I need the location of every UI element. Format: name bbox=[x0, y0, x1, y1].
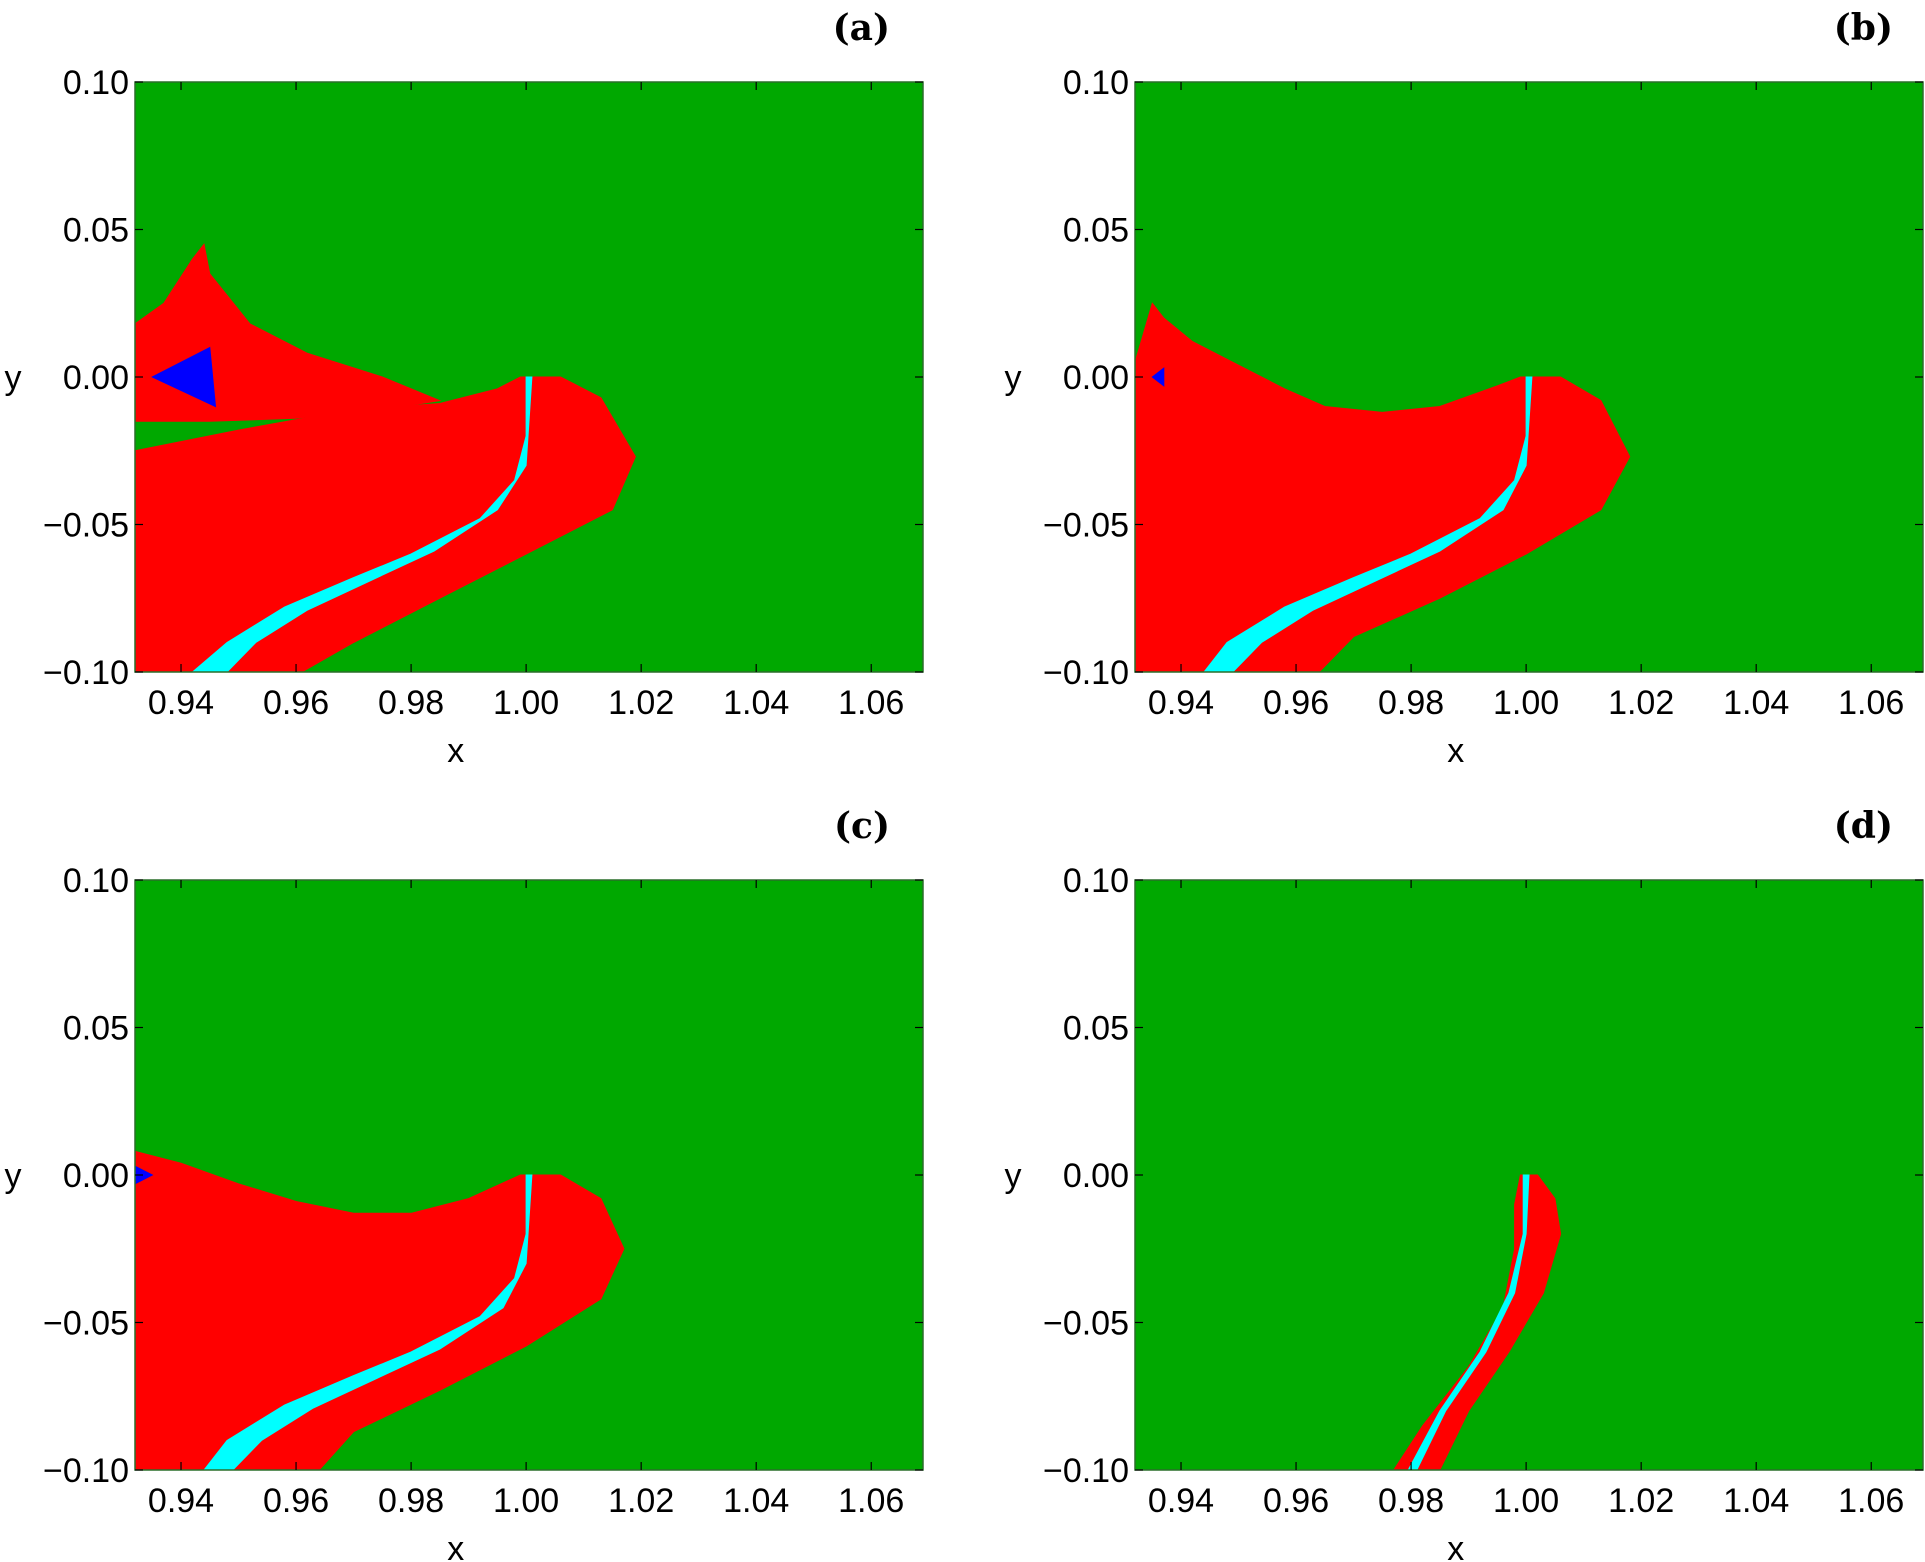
y-tick-label: 0.05 bbox=[1063, 1010, 1129, 1048]
x-tick-label: 1.06 bbox=[1838, 1482, 1904, 1520]
x-tick-label: 1.04 bbox=[1723, 1482, 1789, 1520]
y-tick-label: 0.00 bbox=[1063, 1157, 1129, 1195]
x-axis-label: x bbox=[447, 1530, 464, 1562]
chart-panel-3: 0.94 0.96 0.98 1.00 1.02 1.04 1.06 0.10 0.05 0.00… bbox=[1005, 805, 1924, 1562]
x-tick-label: 0.96 bbox=[263, 1482, 329, 1520]
y-tick-label: 0.10 bbox=[63, 64, 129, 102]
region-cyan-1 bbox=[203, 1174, 533, 1470]
regions bbox=[135, 243, 636, 672]
y-tick-label: 0.05 bbox=[63, 212, 129, 250]
y-tick-label: −0.05 bbox=[1043, 507, 1129, 545]
x-tick-label: 0.98 bbox=[378, 1482, 444, 1520]
y-tick-label: −0.05 bbox=[43, 507, 129, 545]
region-blue-3 bbox=[151, 346, 217, 408]
y-tick-label: −0.10 bbox=[1043, 654, 1129, 692]
x-axis-label: x bbox=[1447, 1530, 1464, 1562]
x-tick-label: 0.96 bbox=[1263, 684, 1329, 722]
regions bbox=[1393, 1174, 1562, 1470]
x-tick-label: 1.06 bbox=[1838, 684, 1904, 722]
y-tick-label: 0.00 bbox=[1063, 359, 1129, 397]
y-tick-label: 0.05 bbox=[63, 1010, 129, 1048]
region-red-0 bbox=[1135, 302, 1631, 672]
y-tick-label: −0.10 bbox=[43, 1452, 129, 1490]
y-tick-label: 0.10 bbox=[1063, 862, 1129, 900]
y-axis-label: y bbox=[5, 359, 22, 397]
y-axis-label: y bbox=[5, 1157, 22, 1195]
panel-label: (a) bbox=[833, 7, 890, 49]
region-red-0 bbox=[1393, 1174, 1562, 1470]
region-red-0 bbox=[135, 1150, 625, 1470]
y-axis-label: y bbox=[1005, 359, 1022, 397]
x-tick-label: 1.06 bbox=[838, 1482, 904, 1520]
x-tick-label: 1.04 bbox=[1723, 684, 1789, 722]
x-tick-label: 0.96 bbox=[1263, 1482, 1329, 1520]
region-cyan-2 bbox=[191, 376, 533, 672]
x-tick-label: 0.94 bbox=[1148, 1482, 1214, 1520]
x-tick-label: 1.04 bbox=[723, 1482, 789, 1520]
y-tick-label: 0.10 bbox=[1063, 64, 1129, 102]
y-tick-label: −0.05 bbox=[43, 1305, 129, 1343]
y-axis-label: y bbox=[1005, 1157, 1022, 1195]
x-tick-label: 1.02 bbox=[608, 684, 674, 722]
x-axis-label: x bbox=[1447, 732, 1464, 770]
y-tick-label: 0.10 bbox=[63, 862, 129, 900]
x-tick-label: 0.98 bbox=[1378, 1482, 1444, 1520]
x-tick-label: 0.94 bbox=[1148, 684, 1214, 722]
x-tick-label: 0.98 bbox=[1378, 684, 1444, 722]
y-tick-label: −0.10 bbox=[43, 654, 129, 692]
panel-label: (b) bbox=[1834, 7, 1893, 49]
panel-label: (d) bbox=[1834, 805, 1893, 847]
chart-panel-2: 0.94 0.96 0.98 1.00 1.02 1.04 1.06 0.10 0.05 0.00… bbox=[5, 805, 924, 1562]
x-tick-label: 1.06 bbox=[838, 684, 904, 722]
chart-panel-1: 0.94 0.96 0.98 1.00 1.02 1.04 1.06 0.10 0.05 0.00… bbox=[1005, 7, 1924, 770]
x-tick-label: 1.00 bbox=[1493, 1482, 1559, 1520]
regions bbox=[135, 1150, 625, 1470]
region-blue-2 bbox=[1151, 367, 1165, 387]
x-tick-label: 0.94 bbox=[148, 1482, 214, 1520]
x-tick-label: 1.00 bbox=[1493, 684, 1559, 722]
y-tick-label: 0.00 bbox=[63, 1157, 129, 1195]
x-tick-label: 1.00 bbox=[493, 1482, 559, 1520]
region-cyan-1 bbox=[1203, 376, 1533, 672]
x-tick-label: 0.96 bbox=[263, 684, 329, 722]
y-tick-label: 0.00 bbox=[63, 359, 129, 397]
x-axis-label: x bbox=[447, 732, 464, 770]
x-tick-label: 1.00 bbox=[493, 684, 559, 722]
region-blue-2 bbox=[135, 1165, 154, 1185]
x-tick-label: 1.02 bbox=[1608, 684, 1674, 722]
x-tick-label: 1.02 bbox=[608, 1482, 674, 1520]
regions bbox=[1135, 302, 1631, 672]
panel-label: (c) bbox=[834, 805, 890, 847]
chart-panel-0: 0.94 0.96 0.98 1.00 1.02 1.04 1.06 0.10 0.05 0.00… bbox=[5, 7, 924, 770]
x-tick-label: 0.98 bbox=[378, 684, 444, 722]
y-tick-label: −0.10 bbox=[1043, 1452, 1129, 1490]
x-tick-label: 1.02 bbox=[1608, 1482, 1674, 1520]
region-cyan-1 bbox=[1407, 1174, 1530, 1470]
x-tick-label: 0.94 bbox=[148, 684, 214, 722]
y-tick-label: 0.05 bbox=[1063, 212, 1129, 250]
y-tick-label: −0.05 bbox=[1043, 1305, 1129, 1343]
x-tick-label: 1.04 bbox=[723, 684, 789, 722]
